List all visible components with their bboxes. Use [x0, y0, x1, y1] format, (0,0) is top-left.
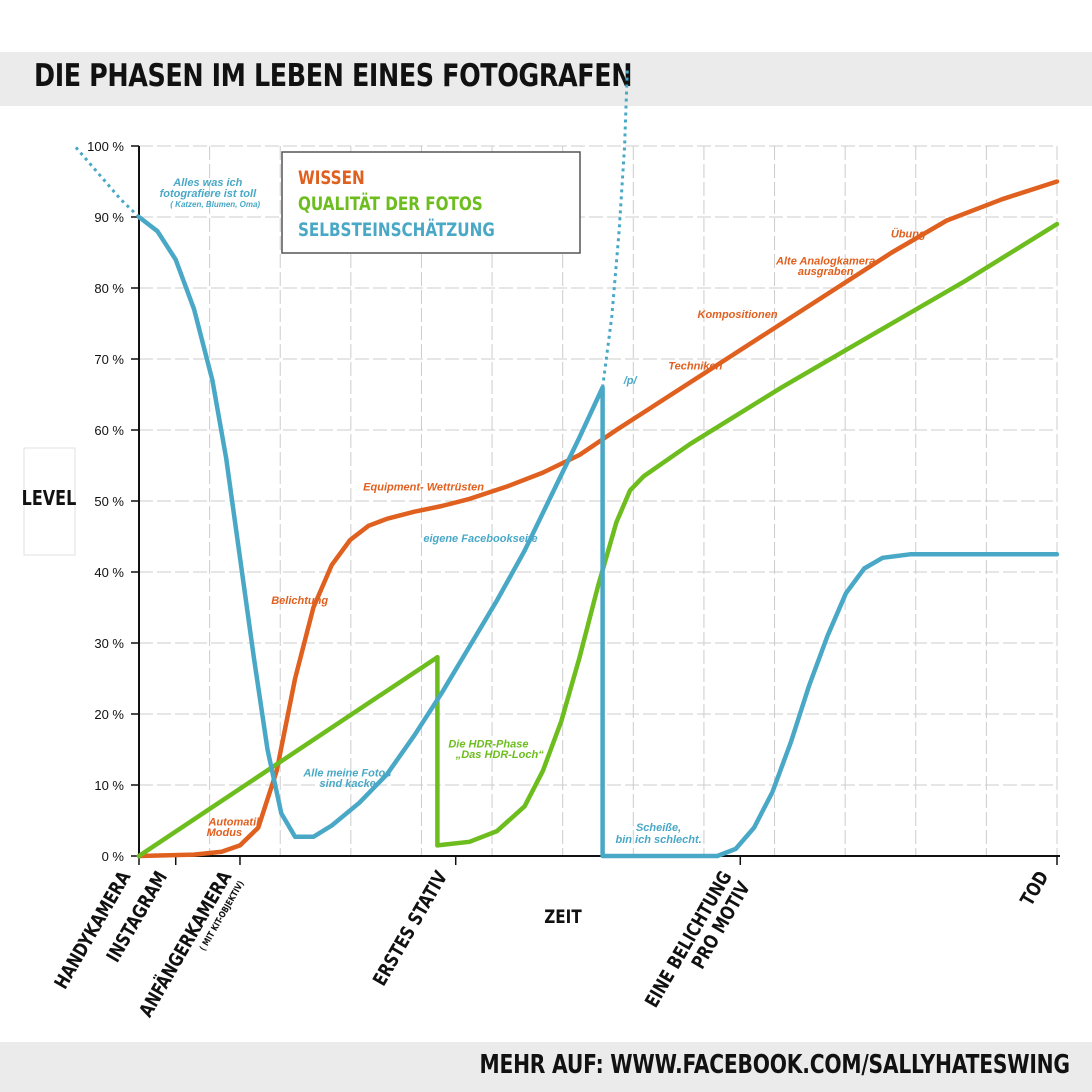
annotation: Alle meine Fotos: [302, 767, 391, 779]
title-bar: [0, 52, 1092, 106]
annotation: „Das HDR-Loch“: [455, 749, 545, 761]
annotation: Equipment- Wettrüsten: [363, 481, 484, 493]
y-tick-label: 50 %: [94, 494, 124, 509]
legend-entry: SELBSTEINSCHÄTZUNG: [298, 217, 495, 241]
series-line-qualitaet: [136, 654, 440, 859]
y-tick-label: 30 %: [94, 636, 124, 651]
annotation: Übung: [891, 228, 926, 241]
series-line-selbsteinschaetzung: [136, 214, 1060, 859]
legend-box: [281, 151, 581, 254]
annotation: Scheiße,: [636, 822, 681, 834]
annotation: Automatik: [207, 816, 263, 828]
y-tick-label: 80 %: [94, 281, 124, 296]
annotation: Alles was ich: [172, 177, 242, 189]
annotation: Die HDR-Phase: [448, 738, 528, 750]
footer-bar: [0, 1042, 1092, 1092]
x-tick-label-line: TOD: [1017, 868, 1054, 910]
y-axis-label-box: [23, 447, 76, 556]
y-tick-label: 0 %: [102, 849, 125, 864]
annotation: Kompositionen: [698, 309, 778, 321]
annotation: /p/: [623, 375, 639, 387]
grid: [139, 145, 1058, 856]
annotation: sind kacke.: [320, 778, 379, 790]
series-line-qualitaet: [435, 221, 1060, 848]
annotation: Belichtung: [271, 595, 328, 607]
y-tick-label: 40 %: [94, 565, 124, 580]
annotation: fotografiere ist toll: [160, 188, 258, 200]
footer-link[interactable]: MEHR AUF: WWW.FACEBOOK.COM/SALLYHATESWIN…: [479, 1050, 1071, 1080]
annotation: ( Katzen, Blumen, Oma): [170, 200, 260, 209]
annotation: bin ich schlecht.: [615, 834, 701, 846]
page-title: DIE PHASEN IM LEBEN EINES FOTOGRAFEN: [34, 58, 633, 94]
x-tick-label-line: ERSTES STATIV: [369, 867, 453, 990]
annotation: Techniken: [668, 361, 722, 373]
y-tick-label: 60 %: [94, 423, 124, 438]
annotation: ausgraben: [798, 266, 854, 278]
x-tick-label: TOD: [1017, 868, 1054, 910]
x-tick-label: ERSTES STATIV: [369, 867, 453, 990]
annotation: eigene Facebookseite: [423, 533, 537, 545]
annotation: Alte Analogkamera: [775, 256, 875, 268]
y-tick-label: 70 %: [94, 352, 124, 367]
x-axis-label: ZEIT: [544, 906, 582, 928]
series-line-selbsteinschaetzung-dotted: [73, 145, 141, 219]
legend-entry: QUALITÄT DER FOTOS: [298, 191, 483, 215]
annotation: Modus: [207, 827, 242, 839]
y-tick-label: 20 %: [94, 707, 124, 722]
y-axis-label: LEVEL: [22, 487, 77, 510]
series-line-selbsteinschaetzung-dotted: [601, 67, 629, 388]
legend-entry: WISSEN: [298, 167, 365, 189]
series-line-wissen: [136, 179, 1060, 859]
y-tick-label: 100 %: [87, 139, 124, 154]
y-tick-label: 10 %: [94, 778, 124, 793]
y-tick-label: 90 %: [94, 210, 124, 225]
